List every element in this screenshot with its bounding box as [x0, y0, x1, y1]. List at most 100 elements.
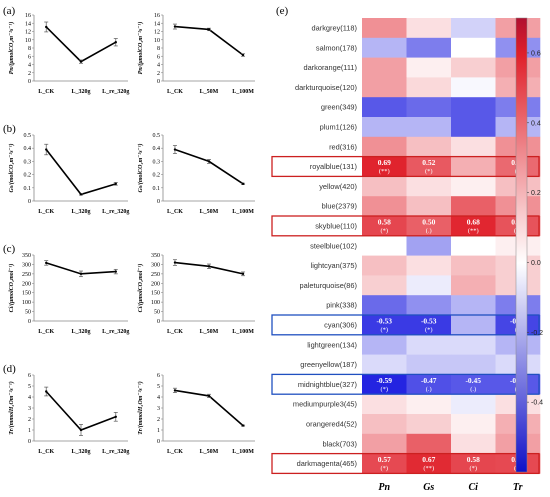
heatmap-cell: [406, 315, 452, 336]
heatmap-row: plum1(126): [320, 117, 541, 138]
x-tick-label: L_CK: [167, 329, 183, 335]
heatmap-cell: [451, 374, 496, 395]
y-tick-label: 250: [22, 272, 31, 278]
colorbar-tick-label: 0.2: [531, 190, 541, 197]
heatmap-cell: [406, 453, 452, 474]
heatmap-cell: [451, 176, 496, 197]
y-axis-label: Ci/(μmolCO₂mol⁻¹): [8, 264, 15, 313]
heatmap-row: greenyellow(187): [300, 354, 541, 375]
y-axis-label: Gs/(molCO₂m⁻²s⁻¹): [8, 143, 15, 192]
heatmap-cell: [406, 295, 452, 316]
heatmap-row: red(316): [329, 136, 541, 157]
data-point: [173, 261, 177, 264]
heatmap-cell: [406, 394, 452, 415]
cell-correlation-value: 0.58: [378, 218, 391, 227]
highlight-box: [271, 452, 540, 475]
y-axis-label: Tr/(mmolH₂Om⁻²s⁻¹): [137, 381, 144, 434]
heatmap-cell: [451, 97, 496, 118]
y-tick-label: 150: [151, 291, 160, 297]
data-point: [173, 389, 177, 392]
heatmap-cell: [451, 196, 496, 217]
y-tick-label: 0: [157, 199, 160, 205]
cell-significance: (**): [379, 168, 390, 175]
y-tick-label: 0.2: [24, 173, 32, 179]
cell-correlation-value: 0.67: [422, 455, 435, 464]
y-tick-label: 10: [25, 38, 31, 44]
data-point: [114, 270, 117, 273]
data-point: [114, 41, 117, 44]
heatmap-cell: [451, 136, 496, 157]
row-label: pink(338): [326, 301, 357, 310]
x-tick-label: L_100M: [232, 449, 254, 455]
line-plot-b-right: 0 0.1 0.2 0.3 0.4 0.5 Gs/(molCO₂m⁻²s⁻¹) L_CK L_5…: [137, 133, 255, 215]
series-line: [45, 149, 117, 196]
y-tick-label: 0.2: [153, 173, 161, 179]
line-plot-c-left: 0 50 100 150 200 250 300 350 Ci/(μmolCO₂mol⁻¹) L_…: [8, 253, 129, 335]
heatmap-cell: [406, 57, 452, 78]
heatmap-cell: [406, 136, 452, 157]
cell-significance: (.): [426, 228, 432, 235]
y-tick-label: 150: [22, 291, 31, 297]
y-tick-label: 0.3: [24, 159, 32, 165]
y-axis-label: Pn/(μmolCO₂m⁻²s⁻¹): [8, 22, 15, 75]
colorbar: [515, 17, 528, 473]
y-tick-label: 0: [28, 79, 31, 85]
heatmap-row: blue(2379): [322, 196, 541, 217]
heatmap-cell: [406, 176, 452, 197]
cell-correlation-value: 0.58: [467, 455, 480, 464]
row-label: red(316): [329, 142, 357, 151]
y-tick-label: 100: [22, 300, 31, 306]
row-label: lightcyan(375): [311, 261, 357, 270]
colorbar-tick-label: 0.0: [531, 260, 541, 267]
heatmap-cell: [451, 37, 496, 58]
column-label: Tr: [513, 482, 523, 493]
heatmap-row: salmon(178): [316, 37, 541, 58]
heatmap-cell: [406, 216, 452, 237]
column-label: Gs: [423, 482, 434, 493]
cell-correlation-value: -0.45: [465, 376, 481, 385]
x-tick-label: L_50M: [200, 209, 219, 215]
y-tick-label: 0: [28, 199, 31, 205]
y-tick-label: 100: [151, 300, 160, 306]
y-tick-label: 0: [28, 439, 31, 445]
cell-correlation-value: -0.47: [421, 376, 437, 385]
x-tick-label: L_re_320g: [102, 329, 129, 335]
y-tick-label: 6: [157, 54, 160, 60]
y-tick-label: 5: [157, 384, 160, 390]
heatmap-cell: [362, 176, 407, 197]
y-tick-label: 3: [28, 406, 31, 412]
heatmap-cell: [406, 196, 452, 217]
cell-correlation-value: 0.68: [467, 218, 480, 227]
row-label: greenyellow(187): [300, 360, 357, 369]
heatmap-cell: [451, 334, 496, 355]
y-tick-label: 300: [22, 262, 31, 268]
colorbar-tick-label: -0.2: [531, 330, 543, 337]
heatmap-cell: [362, 255, 407, 276]
heatmap-row: pink(338): [326, 295, 541, 316]
y-tick-label: 350: [22, 253, 31, 259]
y-tick-label: 0.1: [24, 186, 32, 192]
y-tick-label: 6: [28, 54, 31, 60]
row-label: salmon(178): [316, 43, 357, 52]
data-point: [45, 390, 48, 393]
y-tick-label: 0.5: [153, 133, 161, 139]
data-point: [45, 261, 48, 265]
heatmap-cell: [406, 334, 452, 355]
heatmap-cell: [406, 354, 452, 375]
highlight-box: [271, 373, 540, 395]
cell-significance: (**): [468, 228, 479, 235]
heatmap-cell: [451, 235, 496, 256]
data-point: [241, 424, 245, 427]
heatmap-row: darkturquoise(120): [295, 77, 541, 98]
row-label: royalblue(131): [310, 162, 357, 171]
heatmap-row: yellow(420): [319, 176, 541, 197]
cell-significance: (.): [470, 386, 476, 393]
data-point: [241, 272, 245, 276]
heatmap-cell: [451, 57, 496, 78]
x-tick-label: L_320g: [71, 449, 90, 455]
data-point: [45, 25, 48, 29]
heatmap-cell: [451, 117, 496, 138]
y-tick-label: 200: [151, 281, 160, 287]
y-tick-label: 0.5: [24, 133, 32, 139]
x-tick-label: L_CK: [167, 449, 183, 455]
